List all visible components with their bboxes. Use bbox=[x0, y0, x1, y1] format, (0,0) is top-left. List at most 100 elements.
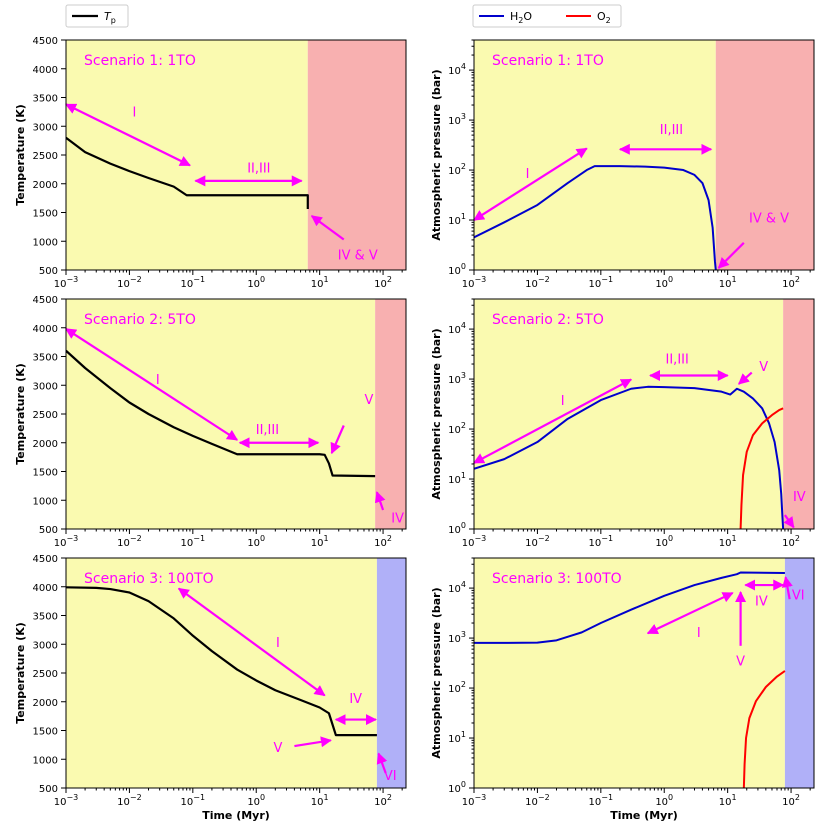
y-tick-label: 1000 bbox=[33, 755, 58, 766]
y-tick-label: 103 bbox=[448, 112, 466, 127]
x-tick-label: 10−2 bbox=[525, 275, 550, 290]
x-axis-label: Time (Myr) bbox=[610, 809, 678, 822]
y-tick-label: 2500 bbox=[33, 410, 58, 421]
panel-pressure-1: I II,III IV & V Scenario 1: 1TO 10−3 10−2 10−1… bbox=[430, 39, 815, 290]
x-tick-label: 102 bbox=[782, 534, 800, 549]
panel-pressure-3: I IV V VI Scenario 3: 100TO 10−3 10−2 10−1 100 10… bbox=[430, 557, 815, 822]
x-tick-label: 102 bbox=[782, 793, 800, 808]
annotation-arrow bbox=[717, 242, 745, 269]
y-tick-label: 1500 bbox=[33, 209, 58, 220]
series-line-o2 bbox=[742, 670, 786, 788]
phase-label: VI bbox=[792, 589, 805, 604]
phase-label: IV & V bbox=[749, 211, 789, 226]
x-tick-label: 101 bbox=[311, 793, 329, 808]
scenario-title: Scenario 2: 5TO bbox=[84, 312, 196, 328]
x-tick-label: 10−3 bbox=[462, 793, 487, 808]
phase-label: II,III bbox=[247, 161, 270, 176]
legend-label-o2: O2 bbox=[597, 10, 611, 25]
x-tick-label: 10−2 bbox=[525, 534, 550, 549]
phase-band-red bbox=[783, 299, 814, 529]
annotation-arrow bbox=[310, 215, 345, 241]
x-tick-label: 100 bbox=[655, 793, 673, 808]
x-tick-label: 100 bbox=[247, 793, 265, 808]
phase-label: I bbox=[697, 626, 701, 641]
y-tick-label: 500 bbox=[39, 266, 58, 277]
x-tick-label: 10−1 bbox=[589, 793, 614, 808]
phase-band-red bbox=[375, 299, 406, 529]
phase-label: V bbox=[736, 655, 745, 670]
y-tick-label: 4000 bbox=[33, 583, 58, 594]
panel-temp-3: I IV V VI Scenario 3: 100TO 10−3 10−2 10−1 100 10… bbox=[14, 554, 407, 822]
phase-band-yellow bbox=[66, 40, 308, 270]
y-axis-label: Atmospheric pressure (bar) bbox=[430, 328, 443, 499]
annotation-arrow bbox=[65, 327, 239, 441]
y-tick-label: 4000 bbox=[33, 65, 58, 76]
panel-temp-1: I II,III IV & V Scenario 1: 1TO 10−3 10−2 10−1… bbox=[14, 36, 407, 290]
annotation-arrow bbox=[330, 425, 345, 455]
annotation-arrow bbox=[783, 514, 795, 529]
x-tick-label: 10−3 bbox=[462, 534, 487, 549]
y-tick-label: 2000 bbox=[33, 698, 58, 709]
y-tick-label: 3000 bbox=[33, 640, 58, 651]
y-tick-label: 3500 bbox=[33, 94, 58, 105]
legend-pressure: H2O O2 bbox=[472, 4, 622, 28]
y-tick-label: 101 bbox=[448, 212, 466, 227]
y-tick-label: 102 bbox=[448, 680, 466, 695]
x-axis-label: Time (Myr) bbox=[202, 809, 270, 822]
x-tick-label: 10−2 bbox=[117, 275, 142, 290]
annotation-arrow bbox=[294, 736, 332, 748]
series-line-h2o bbox=[474, 571, 785, 644]
x-tick-label: 10−3 bbox=[462, 275, 487, 290]
y-tick-label: 4500 bbox=[33, 36, 58, 47]
annotation-arrow bbox=[65, 103, 191, 167]
x-tick-label: 100 bbox=[655, 275, 673, 290]
annotation-arrow bbox=[781, 576, 793, 600]
y-tick-label: 100 bbox=[448, 780, 466, 795]
x-tick-label: 101 bbox=[719, 275, 737, 290]
x-tick-label: 102 bbox=[782, 275, 800, 290]
phase-label: VI bbox=[384, 769, 397, 784]
phase-label: IV bbox=[793, 490, 806, 505]
annotation-arrow bbox=[177, 587, 326, 697]
y-tick-label: 4500 bbox=[33, 554, 58, 565]
x-tick-label: 102 bbox=[374, 793, 392, 808]
y-axis-label: Temperature (K) bbox=[14, 104, 27, 206]
y-axis-label: Atmospheric pressure (bar) bbox=[430, 587, 443, 758]
y-tick-label: 104 bbox=[448, 321, 466, 336]
x-tick-label: 102 bbox=[374, 275, 392, 290]
scenario-title: Scenario 2: 5TO bbox=[492, 312, 604, 328]
annotation-arrow bbox=[646, 591, 734, 635]
x-tick-label: 101 bbox=[311, 534, 329, 549]
phase-label: IV bbox=[349, 692, 362, 707]
x-tick-label: 101 bbox=[311, 275, 329, 290]
annotation-arrow bbox=[737, 371, 753, 385]
x-tick-label: 10−1 bbox=[181, 275, 206, 290]
phase-label: V bbox=[365, 393, 374, 408]
phase-label: I bbox=[561, 394, 565, 409]
y-tick-label: 103 bbox=[448, 630, 466, 645]
phase-band-blue bbox=[376, 558, 406, 788]
y-axis-label: Atmospheric pressure (bar) bbox=[430, 69, 443, 240]
x-tick-label: 10−1 bbox=[589, 534, 614, 549]
phase-label: II,III bbox=[256, 423, 279, 438]
x-tick-label: 10−1 bbox=[181, 534, 206, 549]
x-tick-label: 101 bbox=[719, 534, 737, 549]
phase-band-yellow bbox=[474, 299, 784, 529]
y-tick-label: 1500 bbox=[33, 468, 58, 479]
legend-label-h2o: H2O bbox=[510, 10, 532, 25]
y-tick-label: 101 bbox=[448, 730, 466, 745]
phase-label: V bbox=[273, 741, 282, 756]
y-tick-label: 104 bbox=[448, 62, 466, 77]
panel-pressure-2: I II,III V IV Scenario 2: 5TO 10−3 10−2 10−1 100… bbox=[430, 298, 815, 549]
x-tick-label: 10−3 bbox=[54, 534, 79, 549]
x-tick-label: 10−3 bbox=[54, 275, 79, 290]
x-tick-label: 100 bbox=[655, 534, 673, 549]
phase-label: I bbox=[133, 105, 137, 120]
legend-frame bbox=[472, 4, 622, 28]
y-tick-label: 102 bbox=[448, 162, 466, 177]
phase-label: I bbox=[276, 636, 280, 651]
x-tick-label: 102 bbox=[374, 534, 392, 549]
phase-label: I bbox=[526, 167, 530, 182]
y-tick-label: 3500 bbox=[33, 612, 58, 623]
panel-temp-2: I II,III V IV Scenario 2: 5TO 10−3 10−2 10−1 100… bbox=[14, 295, 407, 549]
